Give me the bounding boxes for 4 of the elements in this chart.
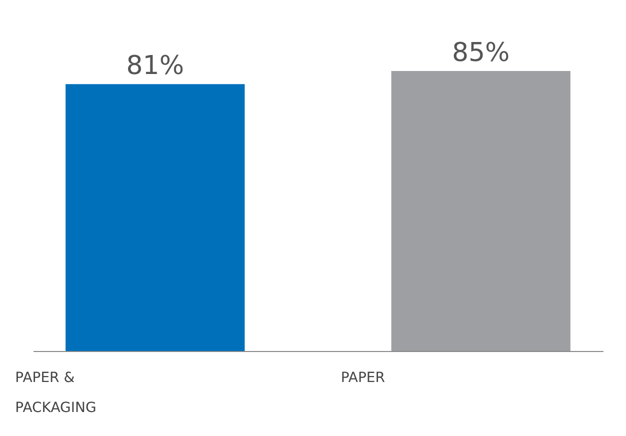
x-tick-label: PAPER & PACKAGING xyxy=(15,370,96,416)
x-tick-label: PAPER xyxy=(340,370,386,386)
data-label: 85% xyxy=(452,38,510,68)
data-label: 81% xyxy=(126,51,184,82)
